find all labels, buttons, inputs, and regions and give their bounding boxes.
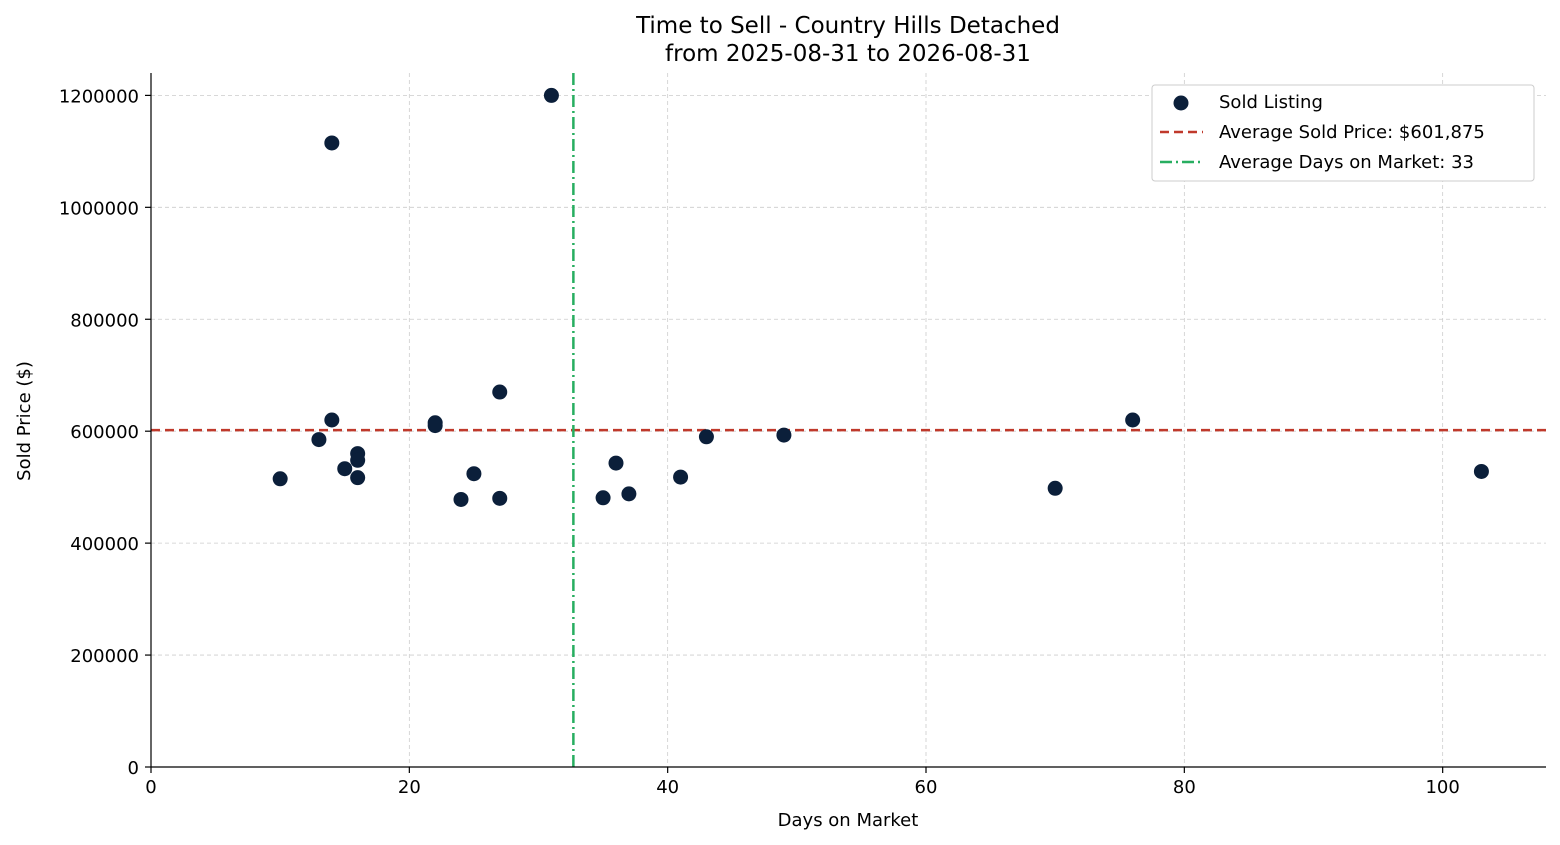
data-point [698, 429, 714, 445]
data-point [453, 491, 469, 507]
chart-subtitle: from 2025-08-31 to 2026-08-31 [665, 41, 1031, 67]
legend-marker-sold-listing [1173, 95, 1189, 111]
data-point [543, 87, 559, 103]
y-tick-label: 0 [128, 758, 139, 779]
data-point [492, 490, 508, 506]
y-tick-label: 1000000 [59, 198, 139, 219]
y-tick-label: 400000 [70, 534, 139, 555]
data-point [1047, 480, 1063, 496]
data-point [324, 135, 340, 151]
chart-title: Time to Sell - Country Hills Detached [635, 13, 1060, 39]
y-tick-label: 600000 [70, 422, 139, 443]
legend-box [1151, 84, 1535, 182]
data-point [337, 461, 353, 477]
legend-label-average-price: Average Sold Price: $601,875 [1219, 122, 1485, 143]
data-point [608, 455, 624, 471]
data-point [466, 466, 482, 482]
y-tick-label: 200000 [70, 646, 139, 667]
data-point [492, 384, 508, 400]
data-point [1125, 412, 1141, 428]
data-point [427, 418, 443, 434]
data-point [595, 490, 611, 506]
data-point [350, 452, 366, 468]
axes: 0 20 40 60 80 100 0 200000 400000 600000 800000 100… [59, 73, 1546, 798]
data-point [776, 427, 792, 443]
data-point [311, 432, 327, 448]
x-tick-label: 80 [1173, 777, 1196, 798]
x-tick-label: 20 [398, 777, 421, 798]
data-point [350, 470, 366, 486]
legend: Sold Listing Average Sold Price: $601,87… [1151, 84, 1535, 182]
x-tick-label: 0 [145, 777, 156, 798]
data-point [272, 471, 288, 487]
legend-label-sold-listing: Sold Listing [1219, 92, 1323, 113]
y-tick-label: 800000 [70, 310, 139, 331]
data-points [272, 87, 1489, 507]
x-axis-label: Days on Market [778, 810, 919, 831]
legend-label-average-days: Average Days on Market: 33 [1219, 152, 1474, 173]
y-axis-label: Sold Price ($) [14, 361, 35, 481]
data-point [1473, 463, 1489, 479]
x-tick-label: 40 [656, 777, 679, 798]
data-point [673, 469, 689, 485]
y-tick-label: 1200000 [59, 86, 139, 107]
x-tick-label: 100 [1425, 777, 1459, 798]
x-tick-label: 60 [915, 777, 938, 798]
data-point [621, 486, 637, 502]
reference-lines [151, 73, 1546, 767]
data-point [324, 412, 340, 428]
